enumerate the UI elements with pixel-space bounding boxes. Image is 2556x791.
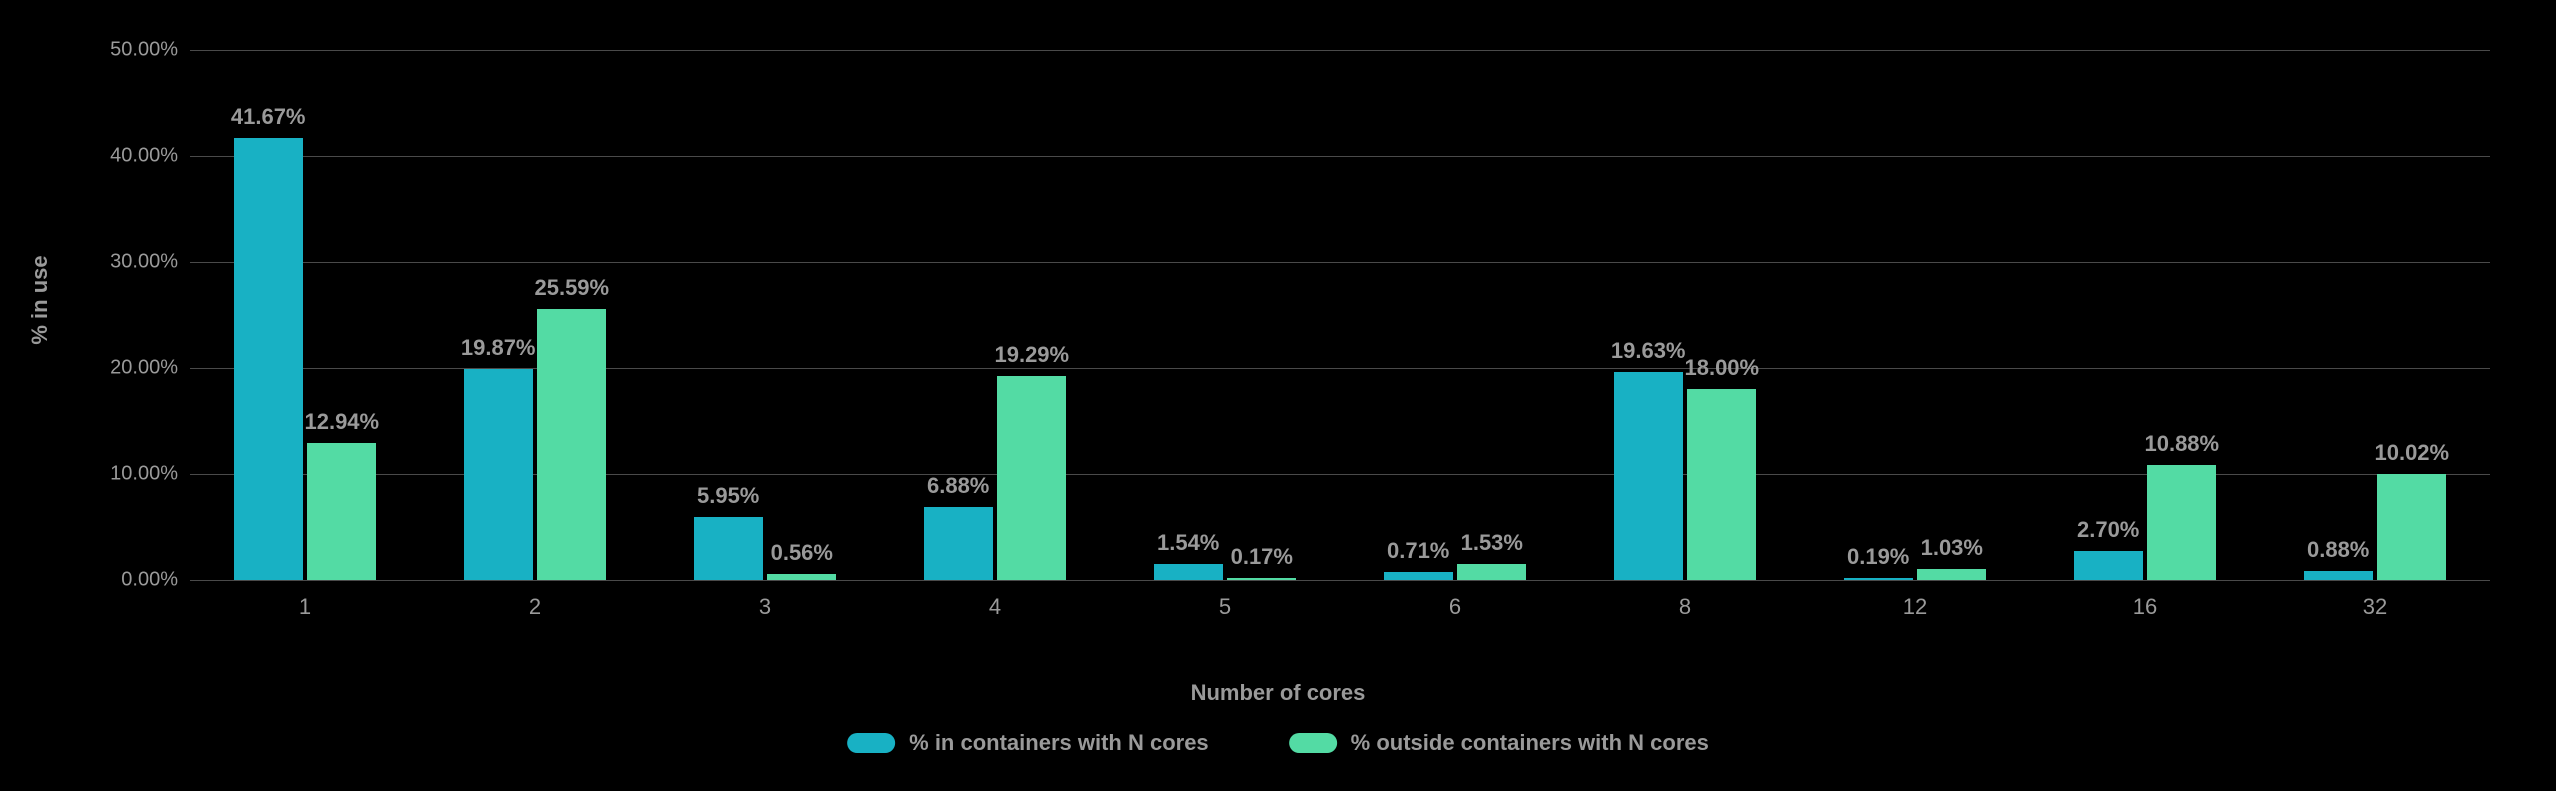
bar-value-label: 0.88% [2307, 537, 2369, 571]
bar: 10.02% [2377, 474, 2446, 580]
legend-item: % outside containers with N cores [1289, 730, 1709, 756]
bar-value-label: 19.63% [1611, 338, 1686, 372]
bar-value-label: 1.03% [1921, 535, 1983, 569]
bar-value-label: 10.88% [2144, 431, 2219, 465]
bar-value-label: 5.95% [697, 483, 759, 517]
bar-value-label: 1.54% [1157, 530, 1219, 564]
bar-value-label: 6.88% [927, 473, 989, 507]
bar-value-label: 0.56% [771, 540, 833, 574]
x-tick-label: 4 [989, 580, 1001, 620]
x-tick-label: 2 [529, 580, 541, 620]
bar-value-label: 19.87% [461, 335, 536, 369]
x-tick-label: 6 [1449, 580, 1461, 620]
plot-area: 0.00%10.00%20.00%30.00%40.00%50.00%141.6… [190, 50, 2490, 580]
bar: 19.87% [464, 369, 533, 580]
bar-value-label: 0.19% [1847, 544, 1909, 578]
bar-value-label: 19.29% [994, 342, 1069, 376]
bar: 1.03% [1917, 569, 1986, 580]
legend-item: % in containers with N cores [847, 730, 1209, 756]
bar: 0.17% [1227, 578, 1296, 580]
bar: 5.95% [694, 517, 763, 580]
bar: 10.88% [2147, 465, 2216, 580]
bar: 1.53% [1457, 564, 1526, 580]
x-tick-label: 12 [1903, 580, 1927, 620]
bar: 0.56% [767, 574, 836, 580]
bar: 1.54% [1154, 564, 1223, 580]
bar-value-label: 41.67% [231, 104, 306, 138]
bar-value-label: 18.00% [1684, 355, 1759, 389]
bar: 0.71% [1384, 572, 1453, 580]
bar: 19.29% [997, 376, 1066, 580]
legend-label: % in containers with N cores [909, 730, 1209, 756]
legend-swatch [847, 733, 895, 753]
x-tick-label: 16 [2133, 580, 2157, 620]
bar-value-label: 10.02% [2374, 440, 2449, 474]
bar-value-label: 0.17% [1231, 544, 1293, 578]
y-tick-label: 50.00% [110, 39, 190, 62]
bar-value-label: 25.59% [534, 275, 609, 309]
x-tick-label: 3 [759, 580, 771, 620]
y-tick-label: 30.00% [110, 251, 190, 274]
y-tick-label: 40.00% [110, 145, 190, 168]
x-axis-label: Number of cores [1191, 680, 1366, 706]
y-tick-label: 10.00% [110, 463, 190, 486]
x-tick-label: 5 [1219, 580, 1231, 620]
bar-value-label: 0.71% [1387, 538, 1449, 572]
y-axis-label: % in use [27, 255, 53, 344]
y-tick-label: 0.00% [121, 569, 190, 592]
bar: 2.70% [2074, 551, 2143, 580]
bar: 18.00% [1687, 389, 1756, 580]
bar: 25.59% [537, 309, 606, 580]
gridline [190, 50, 2490, 51]
cores-usage-chart: % in use Number of cores 0.00%10.00%20.0… [0, 0, 2556, 791]
x-tick-label: 1 [299, 580, 311, 620]
bar: 0.19% [1844, 578, 1913, 580]
bar-value-label: 1.53% [1461, 530, 1523, 564]
gridline [190, 262, 2490, 263]
gridline [190, 156, 2490, 157]
x-tick-label: 8 [1679, 580, 1691, 620]
bar-value-label: 2.70% [2077, 517, 2139, 551]
bar: 41.67% [234, 138, 303, 580]
bar: 12.94% [307, 443, 376, 580]
gridline [190, 474, 2490, 475]
legend-swatch [1289, 733, 1337, 753]
bar: 0.88% [2304, 571, 2373, 580]
legend-label: % outside containers with N cores [1351, 730, 1709, 756]
bar: 19.63% [1614, 372, 1683, 580]
bar: 6.88% [924, 507, 993, 580]
bar-value-label: 12.94% [304, 409, 379, 443]
y-tick-label: 20.00% [110, 357, 190, 380]
legend: % in containers with N cores % outside co… [847, 730, 1709, 756]
x-tick-label: 32 [2363, 580, 2387, 620]
